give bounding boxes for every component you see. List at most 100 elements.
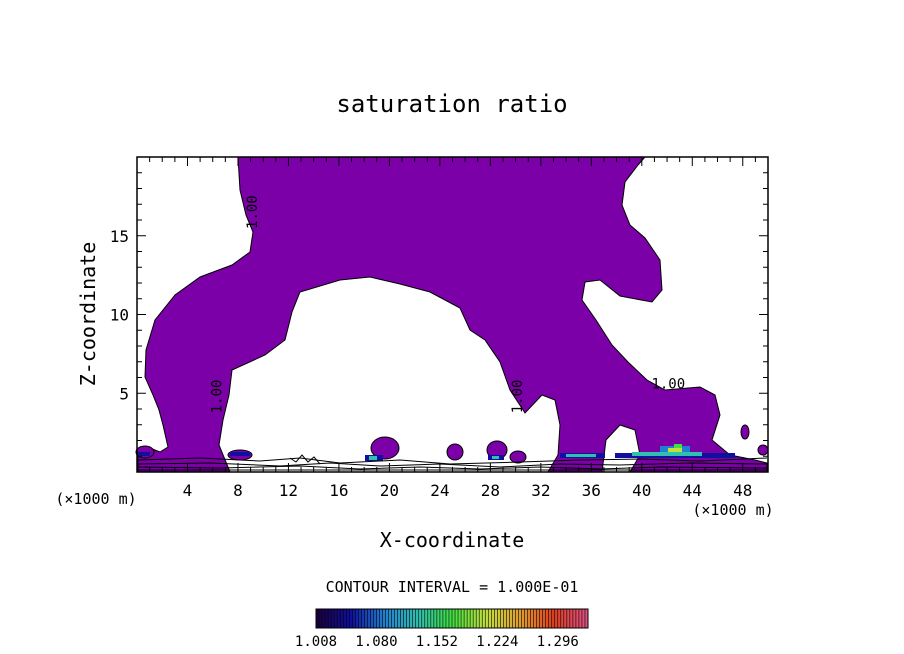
colorbar-cell	[334, 609, 338, 628]
x-tick-label: 36	[582, 481, 601, 500]
colorbar-cell	[536, 609, 540, 628]
colorbar-cell	[442, 609, 447, 628]
colorbar-labels: 1.008 1.080 1.152 1.224 1.296	[295, 634, 579, 650]
saturated-blob	[446, 443, 464, 461]
x-tick-label: 28	[481, 481, 500, 500]
colorbar-cell	[448, 609, 453, 628]
colorbar-cell	[551, 609, 556, 628]
x-tick-label: 20	[380, 481, 399, 500]
colorbar-cell	[479, 609, 483, 628]
colorbar-cell	[376, 609, 380, 628]
colorbar-cell	[476, 609, 480, 628]
colorbar-cell	[497, 609, 501, 628]
colorbar-cell	[340, 609, 344, 628]
x-unit-label-right: (×1000 m)	[692, 501, 773, 519]
x-tick-label: 24	[430, 481, 449, 500]
contour-label: 1.00	[651, 377, 685, 393]
contour-label: 1.00	[245, 195, 261, 229]
colorbar-cell	[349, 609, 353, 628]
y-axis-ticks	[137, 172, 768, 457]
colorbar-cell	[406, 609, 410, 628]
colorbar-cell	[506, 609, 510, 628]
colorbar-cell	[503, 609, 507, 628]
x-tick-label: 12	[279, 481, 298, 500]
colorbar-cell	[563, 609, 568, 628]
contour-interval-text: CONTOUR INTERVAL = 1.000E-01	[326, 578, 579, 596]
x-tick-label: 40	[632, 481, 651, 500]
x-axis-ticks	[149, 157, 756, 472]
colorbar-cell	[421, 609, 426, 628]
colorbar-cell	[458, 609, 462, 628]
colorbar-cell	[569, 609, 574, 628]
colorbar-cell	[542, 609, 546, 628]
colorbar-cell	[379, 609, 383, 628]
colorbar-cell	[346, 609, 350, 628]
contour-label: 1.00	[210, 380, 226, 414]
x-tick-label: 44	[683, 481, 702, 500]
colorbar-cell	[316, 609, 320, 628]
colorbar-cell	[572, 609, 577, 628]
colorbar-label: 1.008	[295, 634, 337, 650]
colorbar-cell	[409, 609, 414, 628]
colorbar-cell	[473, 609, 477, 628]
colorbar-cell	[557, 609, 562, 628]
saturated-blob	[370, 436, 400, 460]
x-tick-label: 4	[183, 481, 193, 500]
colorbar-cell	[328, 609, 332, 628]
colorbar-cell	[560, 609, 565, 628]
colorbar-cell	[355, 609, 359, 628]
plot-area: 1.00 1.00 1.00 1.00	[135, 156, 769, 473]
colorbar-cell	[412, 609, 417, 628]
high-saturation-patches	[138, 444, 735, 461]
colorbar-cell	[391, 609, 395, 628]
y-tick-label: 15	[110, 227, 129, 246]
colorbar-cell	[584, 609, 589, 628]
colorbar-cell	[367, 609, 371, 628]
colorbar-cell	[361, 609, 365, 628]
saturated-blob	[740, 424, 750, 440]
x-tick-label: 32	[531, 481, 550, 500]
colorbar-cell	[331, 609, 335, 628]
colorbar-cell	[575, 609, 580, 628]
saturated-blob	[757, 444, 769, 456]
y-axis-label: Z-coordinate	[76, 242, 100, 387]
colorbar-cell	[485, 609, 489, 628]
colorbar-cell	[470, 609, 474, 628]
colorbar-cell	[445, 609, 450, 628]
contour-labels: 1.00 1.00 1.00 1.00	[210, 195, 686, 413]
colorbar-cell	[464, 609, 468, 628]
colorbar-cell	[400, 609, 404, 628]
colorbar-cell	[385, 609, 389, 628]
x-tick-label: 48	[733, 481, 752, 500]
colorbar-cell	[430, 609, 435, 628]
colorbar-cell	[527, 609, 531, 628]
colorbar-cell	[322, 609, 326, 628]
colorbar-cell	[370, 609, 374, 628]
contour-label: 1.00	[510, 380, 526, 414]
colorbar-cell	[337, 609, 341, 628]
x-tick-label: 8	[233, 481, 243, 500]
unsaturated-bubble	[218, 276, 561, 473]
colorbar-cell	[455, 609, 459, 628]
colorbar-cell	[397, 609, 401, 628]
colorbar-cell	[394, 609, 398, 628]
x-unit-label-left: (×1000 m)	[55, 490, 136, 508]
colorbar-cell	[545, 609, 550, 628]
colorbar-cell	[581, 609, 586, 628]
colorbar-cell	[521, 609, 525, 628]
colorbar-cell	[554, 609, 559, 628]
colorbar-cell	[539, 609, 543, 628]
colorbar-cell	[373, 609, 377, 628]
x-tick-label: 16	[329, 481, 348, 500]
colorbar-cell	[358, 609, 362, 628]
colorbar-cell	[524, 609, 528, 628]
colorbar-cell	[364, 609, 368, 628]
colorbar-cell	[439, 609, 444, 628]
colorbar-cell	[515, 609, 519, 628]
colorbar-cell	[494, 609, 498, 628]
colorbar-cell	[415, 609, 420, 628]
colorbar-frame	[315, 608, 589, 629]
y-tick-label: 10	[110, 306, 129, 325]
colorbar-label: 1.296	[537, 634, 579, 650]
